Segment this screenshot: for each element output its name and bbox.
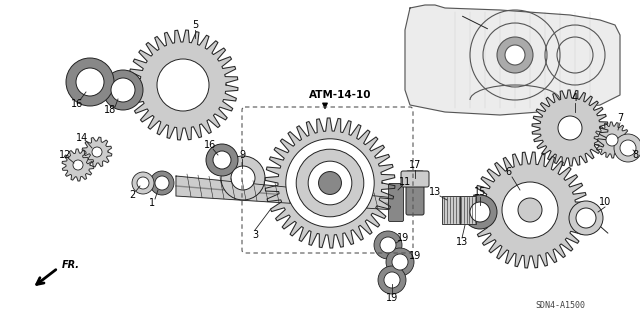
Circle shape: [157, 59, 209, 111]
Text: ATM-14-10: ATM-14-10: [308, 90, 371, 100]
Text: 13: 13: [456, 237, 468, 247]
Text: 7: 7: [617, 113, 623, 123]
Circle shape: [206, 144, 238, 176]
Text: FR.: FR.: [62, 260, 80, 270]
Circle shape: [213, 151, 231, 169]
Circle shape: [463, 195, 497, 229]
Circle shape: [92, 147, 102, 157]
Bar: [442, 196, 460, 224]
Polygon shape: [594, 122, 630, 158]
Circle shape: [576, 208, 596, 228]
Text: 14: 14: [76, 133, 88, 143]
Text: 18: 18: [104, 105, 116, 115]
Circle shape: [155, 176, 169, 190]
Text: 19: 19: [386, 293, 398, 303]
Text: 6: 6: [505, 167, 511, 177]
FancyBboxPatch shape: [406, 171, 424, 215]
Circle shape: [386, 248, 414, 276]
Circle shape: [505, 45, 525, 65]
Text: 19: 19: [397, 233, 409, 243]
Circle shape: [558, 116, 582, 140]
Circle shape: [111, 78, 135, 102]
Circle shape: [470, 202, 490, 222]
Circle shape: [221, 156, 265, 200]
Circle shape: [231, 166, 255, 190]
FancyBboxPatch shape: [401, 171, 429, 187]
Circle shape: [150, 171, 174, 195]
Circle shape: [380, 237, 396, 253]
Text: 1: 1: [149, 198, 155, 208]
Text: 2: 2: [129, 190, 135, 200]
Text: 5: 5: [192, 20, 198, 30]
Polygon shape: [405, 5, 620, 115]
Circle shape: [308, 161, 352, 205]
Circle shape: [497, 37, 533, 73]
Bar: [460, 196, 476, 224]
Circle shape: [169, 71, 197, 99]
Polygon shape: [472, 152, 588, 268]
Circle shape: [319, 172, 342, 195]
Text: 16: 16: [204, 140, 216, 150]
Circle shape: [384, 272, 400, 288]
Circle shape: [502, 182, 558, 238]
Polygon shape: [176, 176, 396, 210]
Circle shape: [620, 140, 636, 156]
Circle shape: [614, 134, 640, 162]
Circle shape: [392, 254, 408, 270]
Circle shape: [103, 70, 143, 110]
Circle shape: [512, 192, 548, 228]
Text: 10: 10: [599, 197, 611, 207]
Text: 19: 19: [409, 251, 421, 261]
Text: 17: 17: [409, 160, 421, 170]
Polygon shape: [128, 30, 238, 140]
Circle shape: [518, 198, 542, 222]
Circle shape: [296, 149, 364, 217]
Circle shape: [378, 266, 406, 294]
Text: 13: 13: [429, 187, 441, 197]
Text: 9: 9: [239, 150, 245, 160]
Polygon shape: [62, 149, 94, 181]
Text: 8: 8: [632, 150, 638, 160]
Circle shape: [73, 160, 83, 170]
Circle shape: [569, 201, 603, 235]
Text: 16: 16: [71, 99, 83, 109]
FancyBboxPatch shape: [388, 183, 403, 221]
Text: 4: 4: [572, 93, 578, 103]
Circle shape: [132, 172, 154, 194]
Polygon shape: [82, 137, 112, 167]
Text: 15: 15: [474, 187, 486, 197]
Text: 11: 11: [399, 177, 411, 187]
Circle shape: [66, 58, 114, 106]
Text: SDN4-A1500: SDN4-A1500: [535, 300, 585, 309]
Polygon shape: [532, 90, 608, 166]
Circle shape: [374, 231, 402, 259]
Polygon shape: [265, 118, 395, 248]
Text: 12: 12: [59, 150, 71, 160]
Circle shape: [137, 177, 149, 189]
Text: 3: 3: [252, 230, 258, 240]
Circle shape: [76, 68, 104, 96]
Circle shape: [286, 139, 374, 227]
Circle shape: [606, 134, 618, 146]
